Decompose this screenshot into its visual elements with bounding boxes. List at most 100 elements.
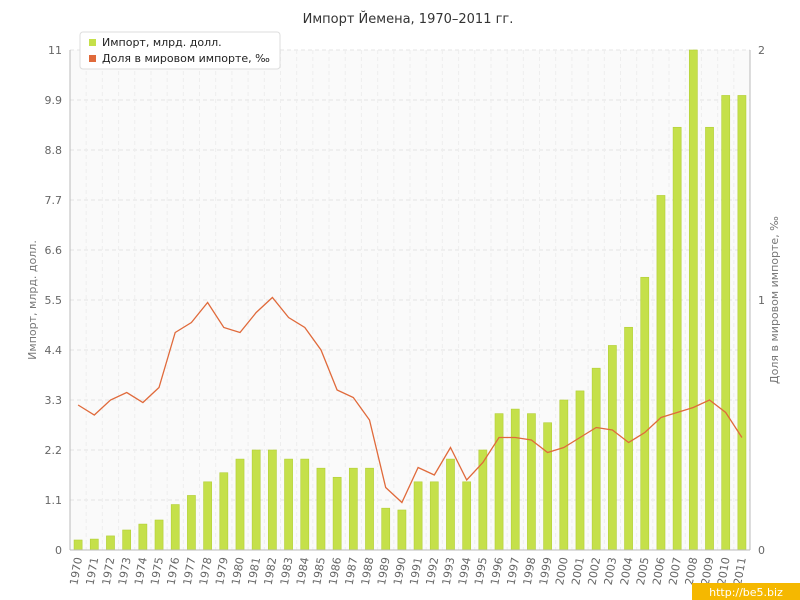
bar (381, 507, 391, 551)
y-right-tick-label: 1 (758, 294, 765, 307)
x-tick-label: 1988 (359, 556, 377, 586)
y-axis-right-ticks: 0 1 2 (758, 44, 765, 557)
y-axis-left-ticks: 0 1.1 2.2 3.3 4.4 5.5 6.6 7.7 8.8 9.9 11 (45, 44, 63, 557)
bar (494, 413, 504, 551)
x-tick-label: 1974 (132, 556, 150, 586)
x-tick-label: 1984 (294, 556, 312, 586)
y-tick-label: 0 (55, 544, 62, 557)
legend-swatch-share (89, 55, 96, 62)
bar (284, 458, 293, 551)
x-tick-label: 1979 (213, 556, 231, 586)
legend-label-import: Импорт, млрд. долл. (102, 36, 222, 49)
y-tick-label: 1.1 (45, 494, 63, 507)
x-tick-label: 1982 (262, 556, 280, 586)
x-tick-label: 1995 (472, 556, 490, 586)
x-axis-ticks: 1970197119721973197419751976197719781979… (67, 556, 748, 586)
chart-title: Импорт Йемена, 1970–2011 гг. (303, 11, 514, 27)
x-tick-label: 1992 (424, 556, 442, 586)
bar (543, 422, 552, 551)
bar (688, 49, 698, 551)
legend: Импорт, млрд. долл. Доля в мировом импор… (79, 31, 281, 70)
legend-box (79, 31, 281, 70)
bar (348, 467, 358, 551)
y-tick-label: 7.7 (45, 194, 63, 207)
bar (656, 195, 666, 551)
y-tick-label: 8.8 (45, 144, 63, 157)
x-tick-label: 1991 (407, 556, 425, 586)
bar (429, 481, 439, 551)
x-tick-label: 1978 (197, 556, 215, 586)
bar (73, 539, 83, 551)
x-tick-label: 2005 (634, 556, 652, 586)
x-tick-label: 1971 (84, 556, 102, 586)
bar (575, 390, 585, 551)
bar (138, 523, 148, 551)
x-tick-label: 1989 (375, 556, 393, 586)
bar (219, 472, 229, 551)
bar (462, 481, 472, 551)
y-tick-label: 4.4 (45, 344, 63, 357)
y-axis-right-title: Доля в мировом импорте, ‰ (768, 216, 781, 384)
bar (122, 529, 132, 551)
bar-series (73, 49, 747, 551)
bar (527, 413, 536, 551)
legend-swatch-import (89, 39, 96, 46)
x-tick-label: 1994 (456, 556, 474, 586)
x-tick-label: 1993 (440, 556, 458, 586)
bar (737, 95, 747, 551)
x-tick-label: 1999 (537, 556, 555, 586)
bar (559, 399, 569, 551)
bar (268, 449, 277, 551)
x-tick-label: 1980 (229, 556, 247, 586)
bar (203, 481, 212, 551)
y-right-tick-label: 0 (758, 544, 765, 557)
bar (397, 509, 407, 551)
x-tick-label: 2002 (585, 556, 603, 586)
x-tick-label: 2004 (618, 556, 636, 586)
bar (721, 95, 731, 551)
line-series (77, 296, 743, 504)
bar (187, 495, 196, 551)
bar (89, 538, 99, 551)
x-tick-label: 2010 (715, 556, 733, 586)
bar (154, 519, 164, 551)
y-tick-label: 2.2 (45, 444, 63, 457)
bar (413, 481, 423, 551)
bar (332, 476, 342, 551)
bar (235, 458, 245, 551)
bar (640, 276, 650, 551)
x-tick-label: 2008 (683, 556, 701, 586)
x-tick-label: 2006 (650, 556, 668, 586)
x-tick-label: 1970 (67, 556, 85, 586)
bar (705, 126, 714, 551)
x-tick-label: 1981 (245, 556, 263, 586)
x-tick-label: 1986 (326, 556, 344, 586)
x-tick-label: 1997 (505, 556, 523, 586)
legend-label-share: Доля в мировом импорте, ‰ (102, 52, 270, 65)
axes (69, 50, 751, 551)
x-tick-label: 1998 (521, 556, 539, 586)
bar (510, 408, 520, 551)
x-tick-label: 1996 (488, 556, 506, 586)
bar (672, 126, 682, 551)
y-axis-left-title: Импорт, млрд. долл. (26, 240, 39, 360)
x-tick-label: 1983 (278, 556, 296, 586)
y-tick-label: 3.3 (45, 394, 63, 407)
bar (365, 467, 374, 551)
x-tick-label: 1976 (165, 556, 183, 586)
x-tick-label: 2003 (602, 556, 620, 586)
x-tick-label: 1977 (181, 556, 199, 586)
x-tick-label: 2009 (699, 556, 717, 586)
x-tick-label: 1973 (116, 556, 134, 586)
y-tick-label: 9.9 (45, 94, 63, 107)
y-right-tick-label: 2 (758, 44, 765, 57)
y-tick-label: 5.5 (45, 294, 63, 307)
x-tick-label: 1972 (100, 556, 118, 586)
bar (624, 326, 633, 551)
x-tick-label: 1985 (310, 556, 328, 586)
y-tick-label: 11 (48, 44, 62, 57)
watermark: http://be5.biz (692, 583, 800, 600)
watermark-background (692, 583, 800, 600)
bar (300, 458, 310, 551)
